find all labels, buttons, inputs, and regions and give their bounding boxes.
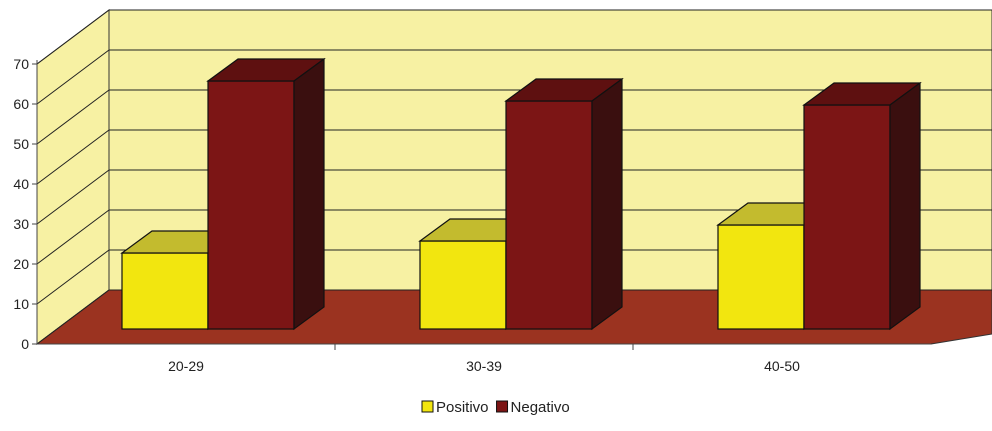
- x-category-label: 20-29: [168, 358, 204, 374]
- y-tick-label: 40: [13, 176, 29, 192]
- side-wall: [36, 9, 110, 345]
- x-category-label: 40-50: [764, 358, 800, 374]
- axes: [36, 60, 931, 350]
- y-tick-label: 20: [13, 256, 29, 272]
- gridline-side: [36, 129, 110, 185]
- gridline-side: [36, 289, 110, 345]
- bar-front: [121, 252, 209, 330]
- y-tick-label: 50: [13, 136, 29, 152]
- bars: [120, 57, 922, 331]
- gridline-side: [36, 169, 110, 225]
- gridline-side: [36, 249, 110, 305]
- legend-swatch-negativo: [496, 400, 509, 413]
- bar-negativo: [504, 77, 624, 331]
- y-tick-labels: 0 10 20 30 40 50 60 70: [13, 56, 37, 352]
- y-tick-label: 60: [13, 96, 29, 112]
- bar-front: [803, 104, 891, 330]
- x-category-labels: 20-29 30-39 40-50: [168, 358, 800, 374]
- bar-negativo: [802, 81, 922, 331]
- gridline-side: [36, 209, 110, 265]
- bar-side: [293, 57, 325, 331]
- legend-swatch-positivo: [421, 400, 434, 413]
- legend: Positivo Negativo: [421, 399, 570, 416]
- bar-front: [419, 240, 507, 330]
- bar-side: [889, 81, 921, 331]
- legend-label-positivo: Positivo: [436, 399, 489, 416]
- bar-front: [505, 100, 593, 330]
- bar-front: [207, 80, 295, 330]
- legend-label-negativo: Negativo: [511, 399, 570, 416]
- gridline-side: [36, 49, 110, 105]
- y-tick-label: 10: [13, 296, 29, 312]
- x-category-label: 30-39: [466, 358, 502, 374]
- y-tick-label: 0: [21, 336, 29, 352]
- gridline-side: [36, 89, 110, 145]
- bar-side: [591, 77, 623, 331]
- gridline-side: [36, 9, 110, 65]
- bar-front: [717, 224, 805, 330]
- y-tick-label: 70: [13, 56, 29, 72]
- y-tick-label: 30: [13, 216, 29, 232]
- bar-negativo: [206, 57, 326, 331]
